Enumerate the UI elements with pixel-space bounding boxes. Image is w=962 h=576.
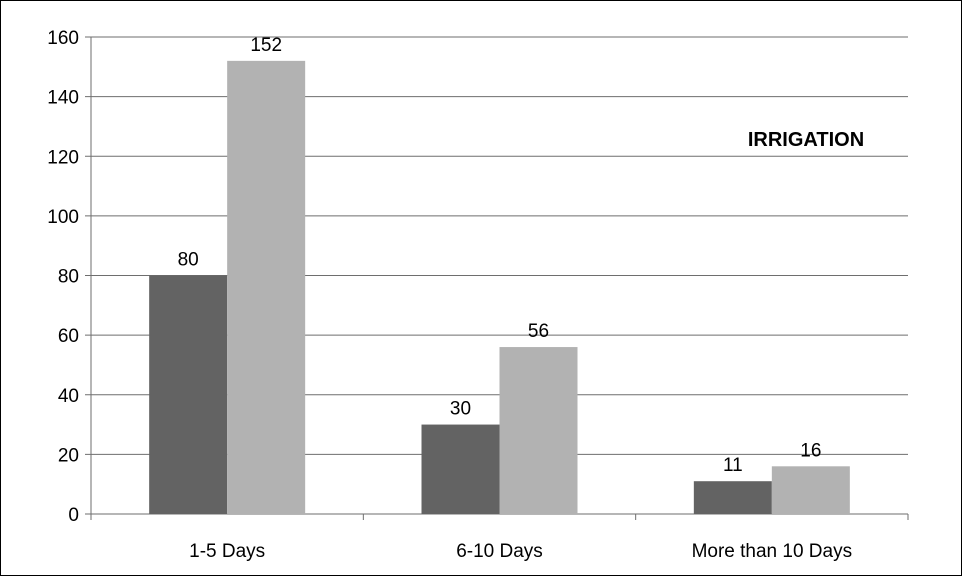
y-tick-label: 20: [58, 445, 79, 466]
bars: [149, 60, 850, 514]
y-tick-label: 120: [47, 147, 79, 168]
data-label: 80: [178, 250, 199, 271]
y-tick-label: 100: [47, 207, 79, 228]
y-tick-label: 60: [58, 326, 79, 347]
data-label: 16: [800, 440, 821, 461]
bar: [227, 60, 306, 514]
y-tick-label: 80: [58, 267, 79, 288]
y-tick-label: 160: [47, 28, 79, 49]
bar: [693, 481, 772, 514]
x-category-label: 1-5 Days: [189, 541, 265, 562]
bar: [771, 466, 850, 514]
axes: 0 20 40 60 80 100 120 140 160 1-5 Days 6-10 Days Mo…: [47, 28, 909, 562]
title-background: [739, 125, 873, 155]
data-label: 152: [250, 35, 282, 56]
chart-title: IRRIGATION: [748, 129, 864, 151]
data-label: 56: [528, 321, 549, 342]
bar: [499, 347, 578, 514]
data-label: 11: [723, 455, 743, 476]
data-label: 30: [450, 399, 471, 420]
y-tick-label: 40: [58, 386, 79, 407]
data-labels: 80 152 30 56 11 16: [178, 35, 822, 476]
x-category-label: 6-10 Days: [456, 541, 543, 562]
bar: [421, 424, 500, 514]
bar: [149, 275, 228, 514]
y-tick-label: 0: [68, 505, 79, 526]
y-tick-label: 140: [47, 88, 79, 109]
x-category-label: More than 10 Days: [692, 541, 853, 562]
